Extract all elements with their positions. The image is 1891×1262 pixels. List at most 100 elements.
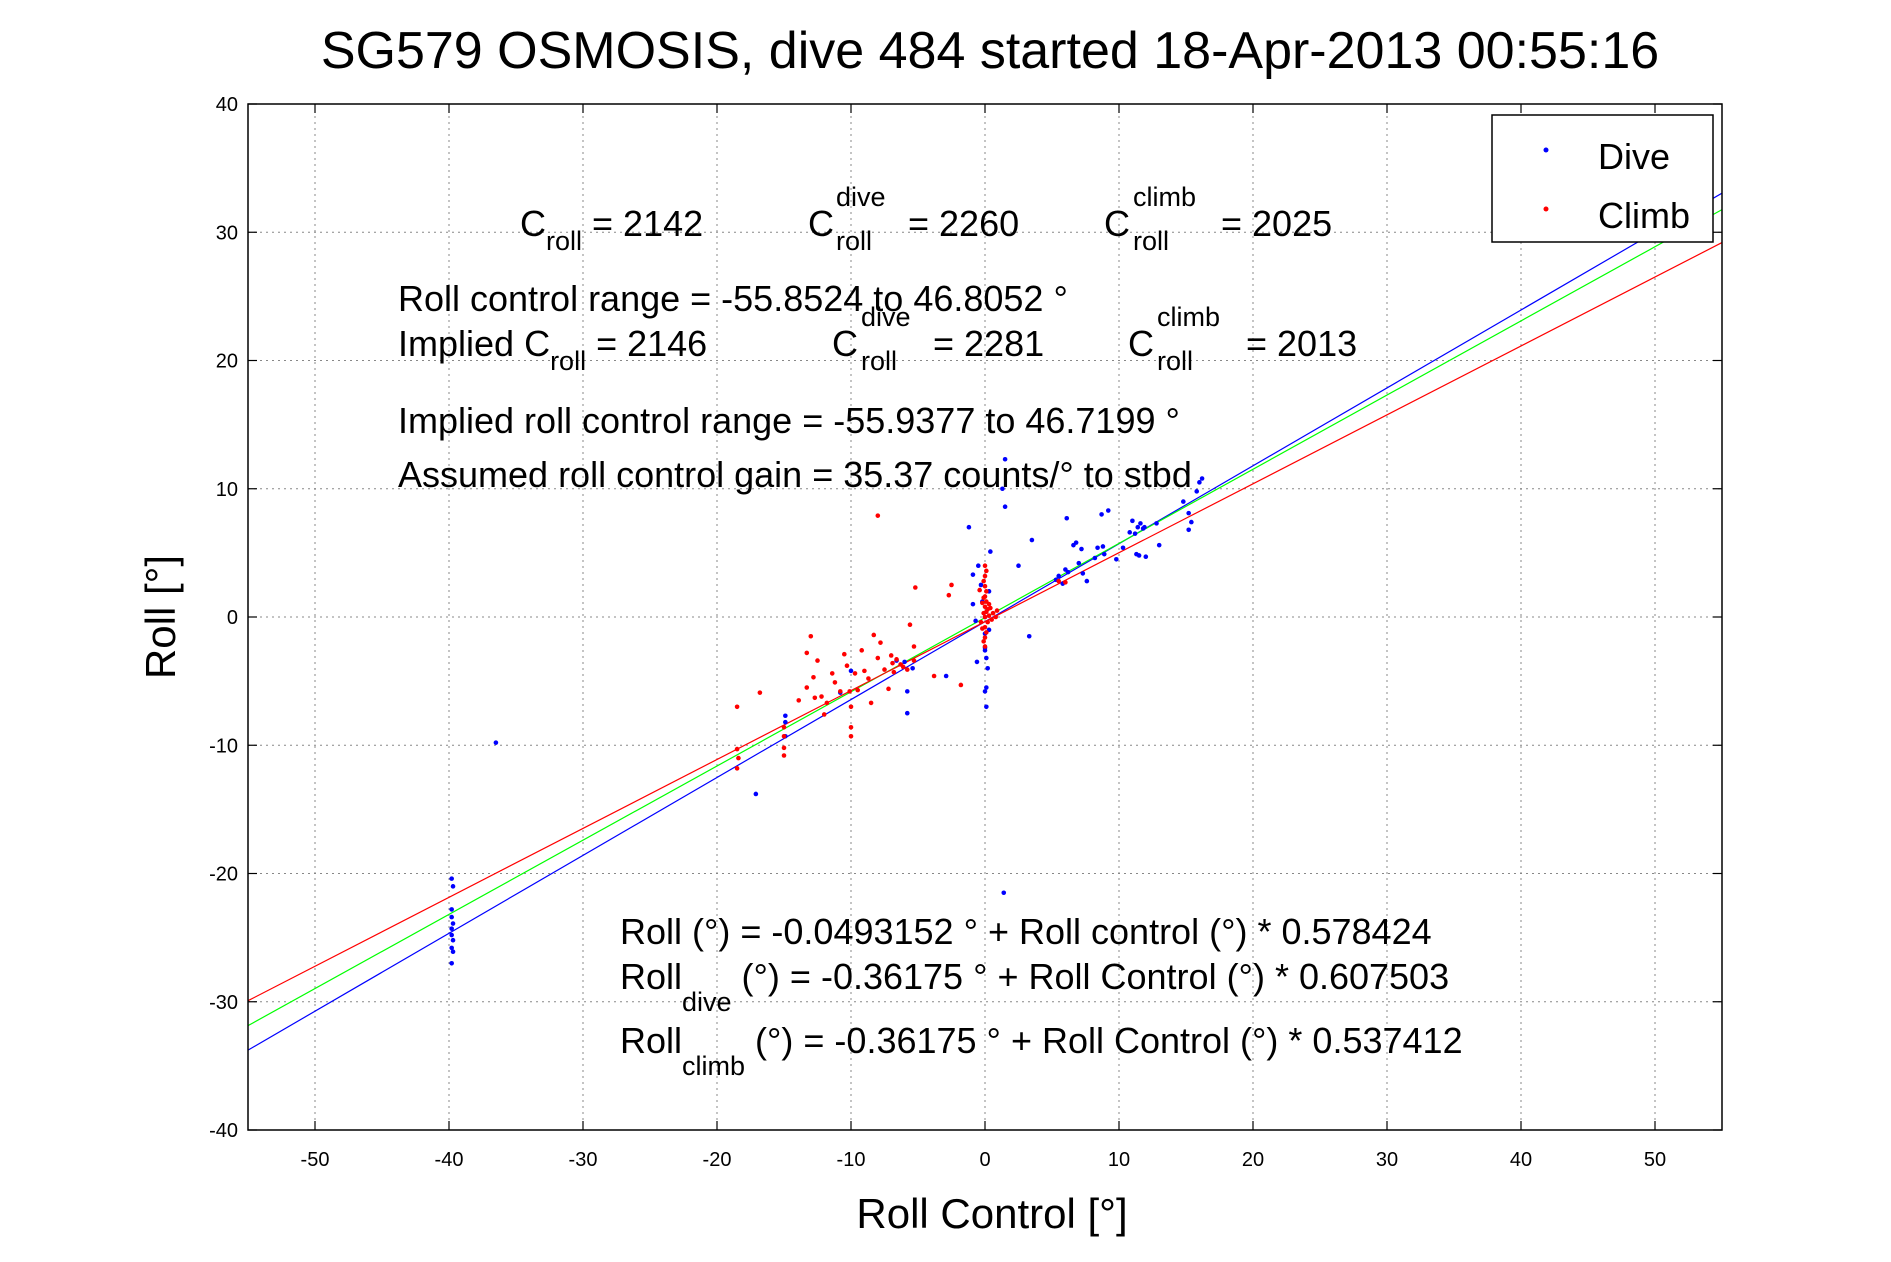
climb-point bbox=[891, 669, 897, 675]
dive-point bbox=[450, 884, 456, 889]
dive-point bbox=[449, 960, 454, 966]
climb-point bbox=[886, 686, 891, 692]
dive-point bbox=[1099, 512, 1104, 517]
y-tick-label: -10 bbox=[209, 735, 238, 757]
climb-point bbox=[984, 568, 989, 574]
x-tick-label: 0 bbox=[979, 1149, 990, 1171]
x-tick-label: 10 bbox=[1108, 1149, 1130, 1171]
climb-point bbox=[894, 657, 899, 662]
dive-point bbox=[1136, 553, 1142, 558]
climb-point bbox=[994, 608, 1000, 613]
x-tick-label: 30 bbox=[1376, 1149, 1398, 1171]
implied-c-roll-annotation: Implied Croll = 2146 bbox=[398, 323, 707, 376]
dive-point bbox=[982, 689, 988, 694]
dive-point bbox=[976, 563, 981, 568]
dive-point bbox=[1026, 633, 1032, 639]
climb-point bbox=[868, 700, 874, 706]
dive-point bbox=[982, 648, 988, 653]
climb-point bbox=[981, 578, 986, 584]
data-points bbox=[449, 456, 1205, 966]
dive-point bbox=[1065, 569, 1071, 575]
dive-point bbox=[783, 719, 788, 725]
dive-point bbox=[1189, 519, 1194, 525]
climb-point bbox=[982, 635, 988, 640]
climb-point bbox=[862, 668, 867, 674]
x-tick-label: -30 bbox=[569, 1149, 598, 1171]
dive-point bbox=[449, 907, 454, 912]
dive-point bbox=[1073, 540, 1079, 545]
dive-point bbox=[1181, 499, 1186, 504]
climb-point bbox=[804, 685, 810, 690]
dive-point bbox=[985, 666, 990, 671]
climb-point bbox=[913, 585, 918, 590]
climb-point bbox=[819, 694, 824, 699]
x-tick-label: 20 bbox=[1242, 1149, 1264, 1171]
x-tick-label: -20 bbox=[703, 1149, 732, 1171]
dive-point bbox=[984, 655, 989, 661]
climb-point bbox=[808, 633, 814, 639]
y-tick-label: 30 bbox=[216, 222, 238, 244]
climb-point bbox=[848, 724, 854, 730]
legend-climb-label: Climb bbox=[1598, 195, 1690, 236]
climb-point bbox=[911, 644, 917, 649]
dive-point bbox=[753, 791, 759, 797]
fit-dive-annotation: Rolldive (°) = -0.36175 ° + Roll Control… bbox=[620, 956, 1449, 1017]
x-tick-label: -40 bbox=[435, 1149, 464, 1171]
dive-point bbox=[910, 666, 915, 671]
dive-point bbox=[1056, 573, 1061, 579]
x-axis-label: Roll Control [°] bbox=[856, 1190, 1127, 1237]
plot-area: -50 -40 -30 -20 -10 0 10 20 30 40 50 -40 -30 -20 -10 0 1… bbox=[209, 94, 1723, 1171]
climb-point bbox=[866, 676, 871, 681]
dive-point bbox=[1130, 518, 1135, 524]
dive-point bbox=[966, 524, 972, 530]
climb-point bbox=[878, 640, 883, 645]
climb-point bbox=[847, 689, 852, 694]
legend-box bbox=[1491, 114, 1714, 243]
climb-point bbox=[1056, 578, 1061, 584]
climb-point bbox=[982, 573, 988, 579]
dive-point bbox=[1001, 890, 1007, 896]
dive-point bbox=[904, 689, 910, 694]
dive-point bbox=[904, 710, 910, 716]
dive-point bbox=[450, 949, 456, 955]
climb-point bbox=[982, 644, 988, 649]
dive-point bbox=[1095, 545, 1100, 551]
dive-point bbox=[1076, 560, 1082, 566]
climb-point bbox=[844, 663, 850, 669]
climb-point bbox=[984, 589, 989, 594]
dive-point bbox=[970, 572, 976, 577]
climb-point bbox=[946, 592, 952, 598]
climb-point bbox=[981, 595, 986, 601]
dive-point bbox=[1132, 531, 1138, 536]
climb-point bbox=[931, 673, 937, 679]
climb-point bbox=[986, 601, 992, 607]
dive-point bbox=[1142, 524, 1147, 530]
x-tick-label: -10 bbox=[837, 1149, 866, 1171]
dive-point bbox=[1194, 489, 1200, 494]
climb-point bbox=[981, 639, 986, 644]
climb-point bbox=[804, 650, 810, 656]
climb-point bbox=[882, 667, 887, 672]
dive-point bbox=[974, 659, 980, 665]
dive-point bbox=[1143, 554, 1149, 560]
axis-ticks: -50 -40 -30 -20 -10 0 10 20 30 40 50 -40 -30 -20 -10 0 1… bbox=[209, 94, 1722, 1171]
climb-point bbox=[981, 610, 986, 616]
climb-point bbox=[890, 660, 895, 666]
y-tick-label: -20 bbox=[209, 864, 238, 886]
dive-point bbox=[970, 601, 976, 607]
dive-point bbox=[984, 685, 989, 690]
implied-range-annotation: Implied roll control range = -55.9377 to… bbox=[398, 400, 1180, 441]
climb-point bbox=[949, 582, 954, 588]
dive-point bbox=[1199, 476, 1205, 481]
dive-point bbox=[449, 876, 454, 881]
climb-point bbox=[848, 733, 854, 739]
dive-point bbox=[450, 937, 456, 943]
dive-point bbox=[1156, 542, 1162, 548]
climb-point bbox=[781, 733, 787, 739]
fit-line bbox=[248, 242, 1722, 1002]
climb-point bbox=[888, 653, 894, 658]
climb-point bbox=[871, 632, 877, 638]
roll-control-range-annotation: Roll control range = -55.8524 to 46.8052… bbox=[398, 278, 1068, 319]
climb-point bbox=[989, 617, 994, 622]
